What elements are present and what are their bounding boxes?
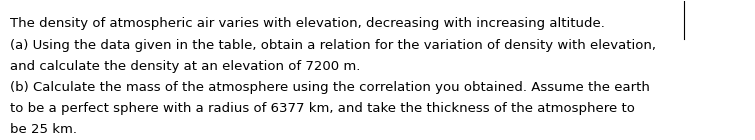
Text: (b) Calculate the mass of the atmosphere using the correlation you obtained. Ass: (b) Calculate the mass of the atmosphere… [10,81,649,94]
Text: The density of atmospheric air varies with elevation, decreasing with increasing: The density of atmospheric air varies wi… [10,18,605,31]
Text: to be a perfect sphere with a radius of 6377 km, and take the thickness of the a: to be a perfect sphere with a radius of … [10,102,634,115]
Text: be 25 km.: be 25 km. [10,123,76,136]
Text: and calculate the density at an elevation of 7200 m.: and calculate the density at an elevatio… [10,60,360,73]
Text: (a) Using the data given in the table, obtain a relation for the variation of de: (a) Using the data given in the table, o… [10,39,655,52]
